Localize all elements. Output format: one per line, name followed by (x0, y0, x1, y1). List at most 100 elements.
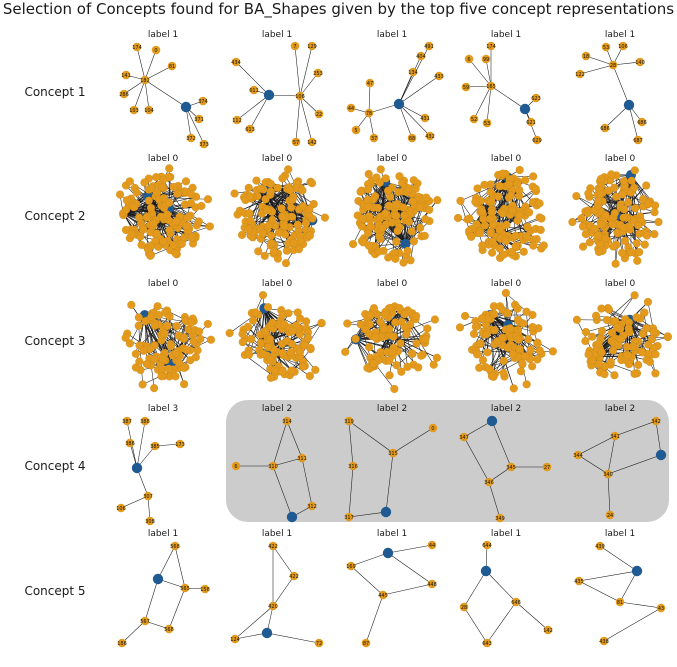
graph-node (380, 310, 390, 319)
graph-node (481, 54, 491, 64)
graph-node (508, 206, 517, 215)
graph-node (152, 229, 161, 238)
graph-node (651, 350, 660, 359)
graph-edge (365, 594, 384, 644)
graph-node (535, 199, 544, 208)
graph-edge (463, 606, 488, 644)
graph-edge (348, 420, 354, 467)
graph-node (191, 352, 201, 362)
graph-node (403, 362, 412, 372)
graph-node (643, 297, 653, 307)
graph-node (593, 231, 603, 240)
node-label: 432 (425, 134, 435, 140)
graph-node (287, 203, 296, 212)
graph-node (482, 540, 492, 550)
graph-node (121, 225, 131, 235)
graph-edge (488, 481, 501, 519)
graph-node (533, 355, 542, 364)
graph-node-focal (623, 99, 635, 111)
cell-label: label 3 (147, 404, 179, 414)
graph-node (266, 373, 275, 382)
graph-node (624, 360, 634, 369)
graph-edge (400, 310, 434, 365)
graph-node (523, 222, 532, 232)
cell-label: label 0 (604, 154, 636, 164)
graph-5-3: 44 169 448 445 87 (346, 540, 437, 648)
graph-node (244, 183, 253, 193)
graph-node (122, 416, 132, 426)
graph-node (524, 335, 533, 344)
graph-node (502, 236, 511, 246)
graph-node (164, 364, 173, 374)
graph-node (198, 96, 208, 106)
row-label-concept-4: Concept 4 (24, 459, 86, 473)
graph-node (469, 114, 479, 124)
graph-node (258, 290, 268, 300)
graph-edge (144, 578, 159, 622)
graph-node (416, 223, 425, 232)
node-label: 0 (431, 426, 434, 432)
graph-node (278, 174, 287, 183)
graph-node (140, 416, 150, 426)
graph-node (484, 364, 494, 373)
graph-node (163, 321, 172, 330)
node-label: 431 (420, 116, 430, 122)
graph-node (588, 332, 597, 341)
graph-node (529, 241, 538, 250)
node-label: 420 (268, 604, 278, 610)
node-label: 106 (295, 94, 305, 100)
graph-node (119, 89, 129, 99)
graph-node (573, 450, 583, 460)
graph-node (278, 212, 287, 221)
graph-node (378, 590, 388, 600)
graph-node (279, 221, 289, 230)
graph-node (121, 205, 131, 214)
graph-node (522, 232, 531, 241)
graph-3-2 (225, 290, 326, 382)
graph-edge (463, 570, 487, 608)
cell-label: label 2 (261, 404, 293, 414)
graph-node (252, 176, 261, 185)
graph-node (600, 123, 610, 133)
graph-node (182, 222, 191, 231)
graph-node (459, 602, 469, 612)
graph-node (597, 220, 606, 229)
graph-edge (299, 95, 313, 143)
graph-node (291, 137, 301, 147)
graph-node (351, 125, 361, 135)
graph-node (278, 348, 287, 358)
node-label: 346 (484, 480, 494, 486)
node-label: 568 (164, 627, 174, 633)
graph-node (408, 67, 418, 77)
graph-edge (168, 587, 186, 630)
graph-node (150, 441, 160, 451)
graph-node (171, 249, 180, 258)
graph-node (633, 135, 643, 145)
graph-node (265, 334, 275, 344)
row-label-concept-5: Concept 5 (24, 584, 86, 598)
node-label: 142 (543, 628, 553, 634)
graph-node (167, 61, 177, 71)
graph-node (400, 310, 409, 319)
node-label: 344 (573, 453, 583, 459)
graph-node (274, 228, 284, 237)
graph-node (172, 216, 181, 226)
graph-node (488, 372, 497, 381)
graph-node (425, 205, 434, 215)
graph-node (610, 371, 619, 380)
graph-node (494, 192, 503, 201)
graph-node (456, 196, 465, 206)
graph-node (537, 214, 546, 223)
graph-node (585, 238, 595, 247)
graph-edge (348, 511, 387, 518)
graph-node (619, 213, 628, 222)
graph-node (385, 356, 394, 365)
graph-node (578, 242, 588, 251)
node-label: 687 (633, 138, 643, 144)
graph-node (644, 199, 653, 208)
node-label: 646 (511, 600, 521, 606)
graph-node (278, 367, 287, 376)
graph-node (499, 250, 508, 259)
graph-edge (355, 339, 368, 369)
